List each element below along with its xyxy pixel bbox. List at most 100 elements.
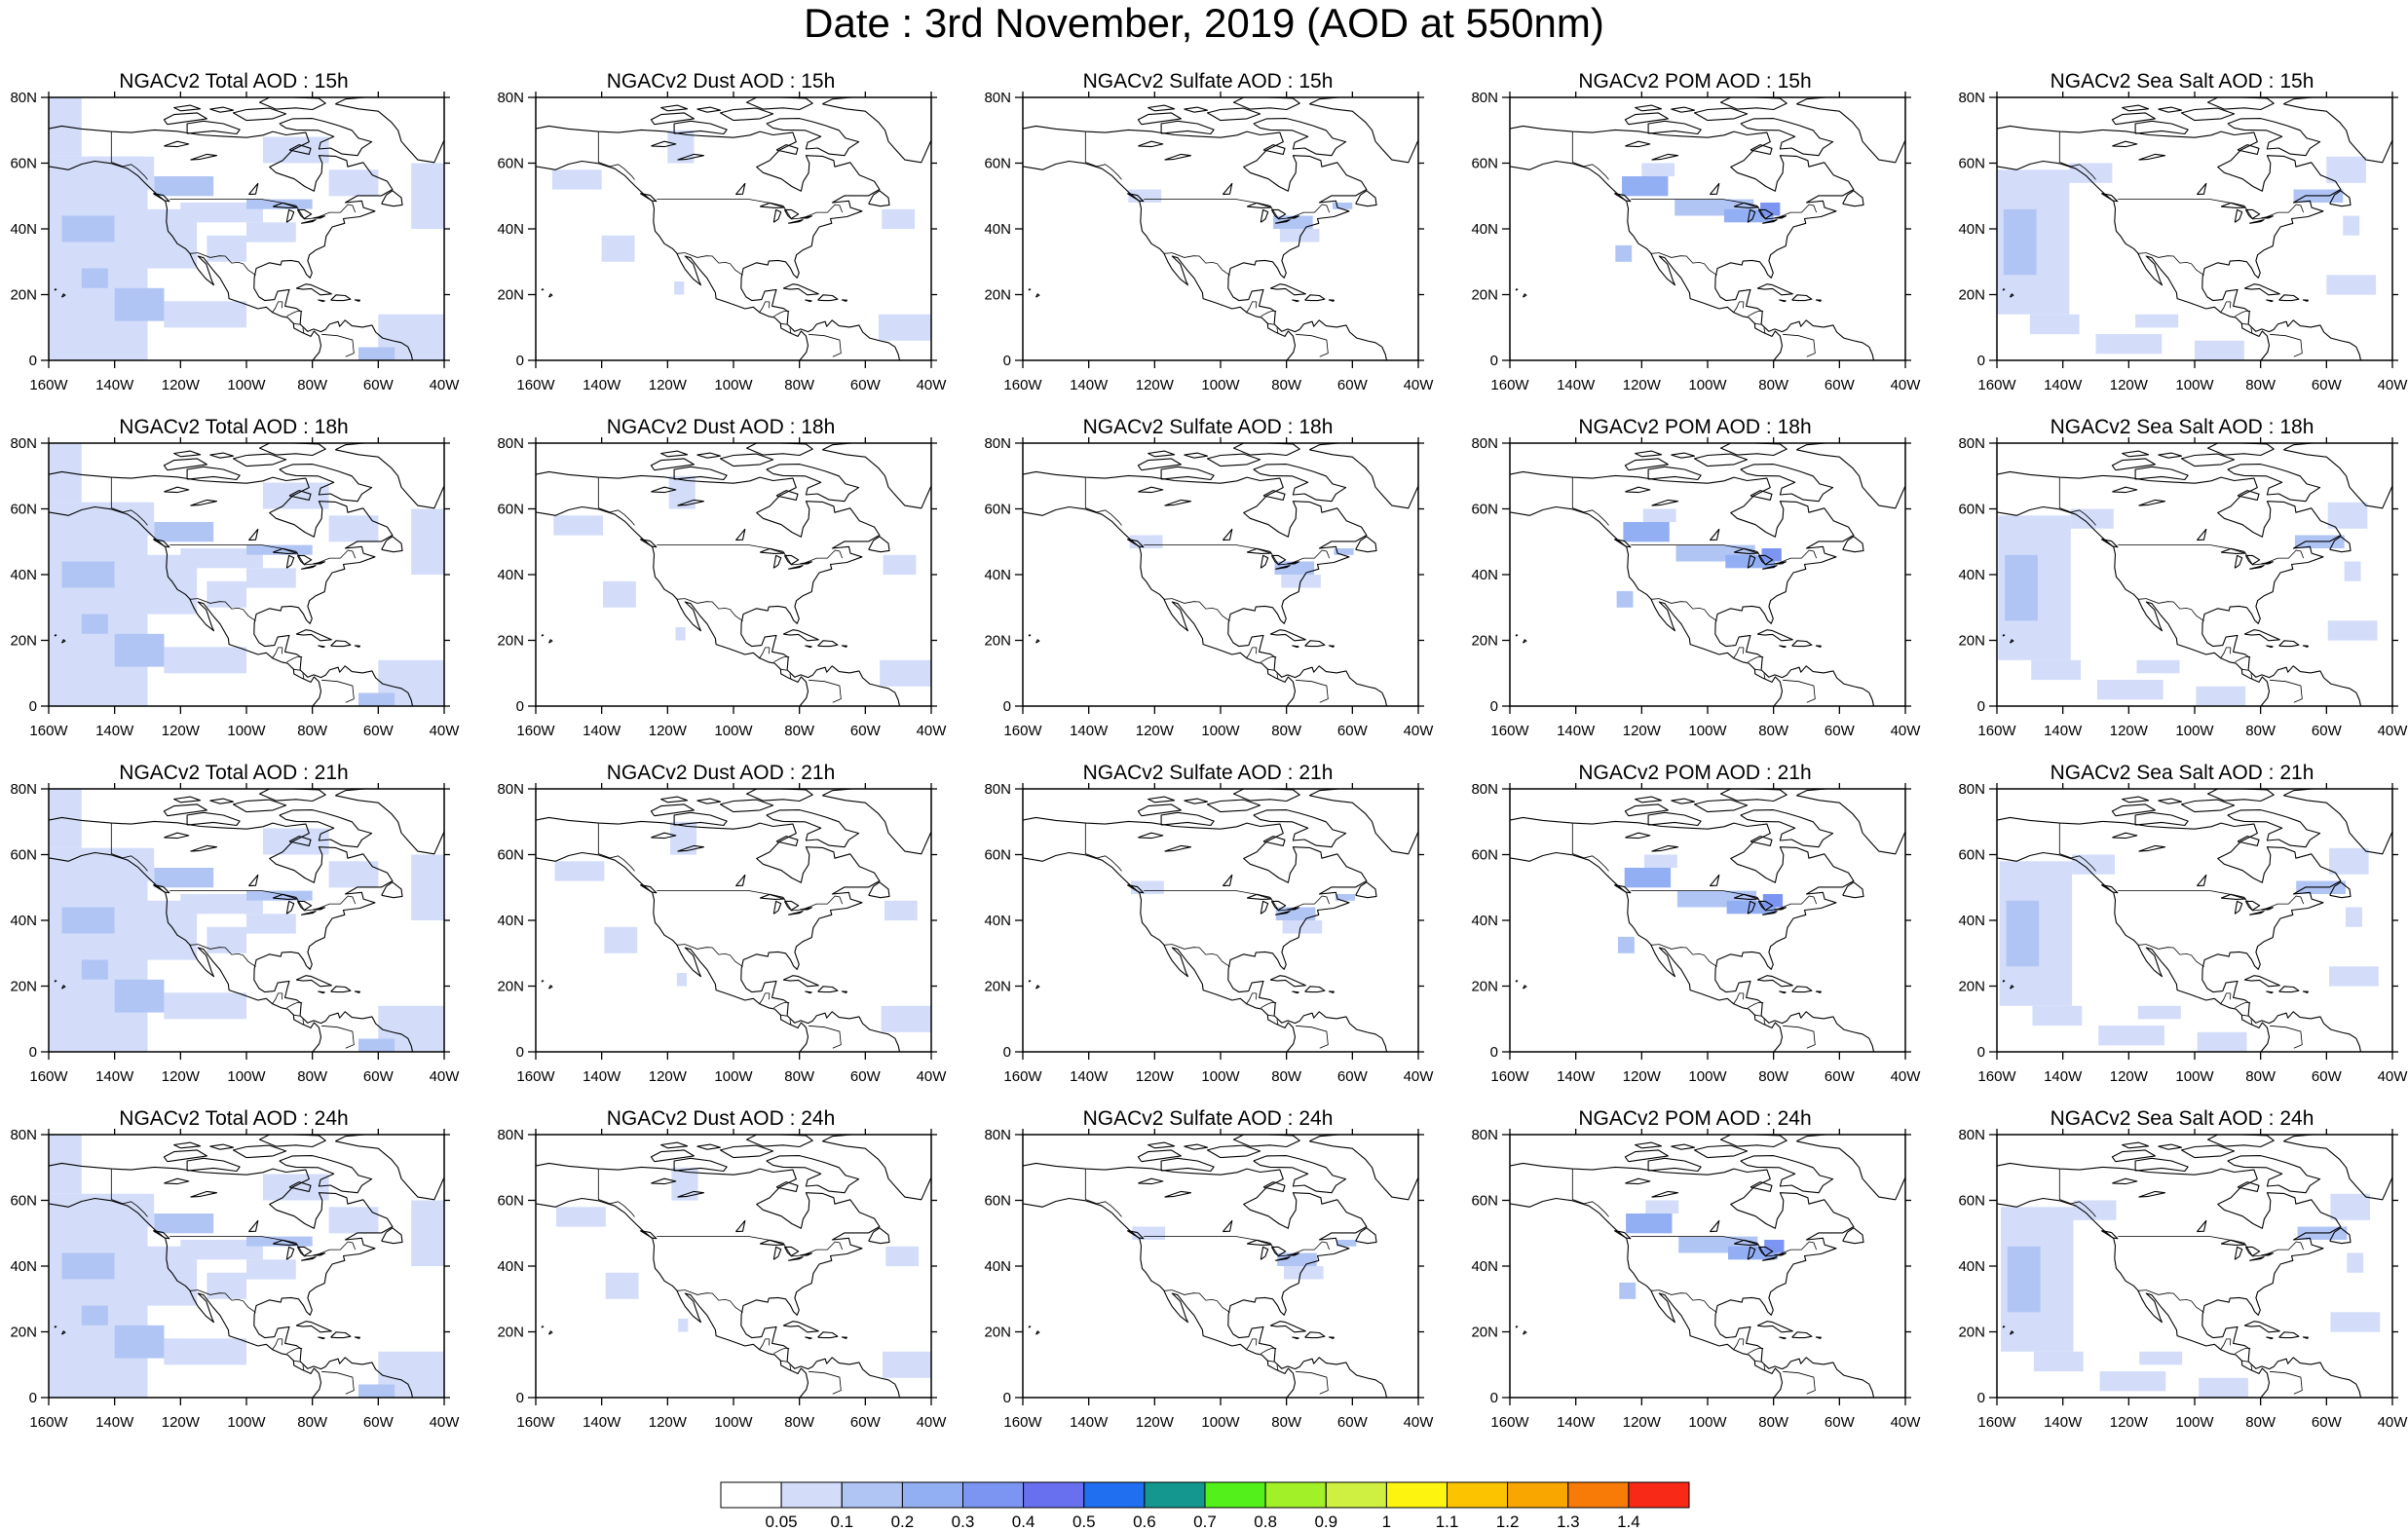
coastline xyxy=(660,1141,689,1149)
coastline xyxy=(1127,884,1145,894)
coastline xyxy=(153,193,170,203)
lon-tick-label: 60W xyxy=(2312,1414,2343,1431)
coastline xyxy=(1148,104,1176,112)
coastline xyxy=(2227,464,2321,503)
border-line xyxy=(302,673,305,680)
coastline xyxy=(868,536,890,553)
lake-outline xyxy=(2196,528,2207,541)
lon-tick-label: 120W xyxy=(2110,1414,2149,1431)
lake-outline xyxy=(1651,153,1679,161)
border-line xyxy=(1733,992,1744,1005)
lat-tick-label: 60N xyxy=(497,156,524,172)
border-line xyxy=(190,944,256,967)
coastlines xyxy=(1510,1135,1905,1398)
border-line xyxy=(809,679,842,703)
borders xyxy=(110,823,357,1049)
lon-tick-label: 120W xyxy=(1136,1414,1175,1431)
coastline xyxy=(1160,811,1215,827)
border-line xyxy=(169,199,357,220)
coastline xyxy=(1023,851,1297,1052)
borders xyxy=(2058,823,2305,1049)
border-line xyxy=(597,131,635,180)
border-line xyxy=(1164,252,1230,276)
coastline xyxy=(766,464,860,503)
lon-tick-label: 80W xyxy=(297,377,328,393)
coastline xyxy=(1206,107,1261,122)
lon-tick-label: 80W xyxy=(2245,723,2276,739)
coastline xyxy=(805,645,812,649)
panel-title: NGACv2 Sea Salt AOD : 24h xyxy=(2050,1107,2314,1130)
coastline xyxy=(54,980,57,983)
map-background xyxy=(1023,1135,1418,1398)
aod-cell xyxy=(2136,659,2180,674)
aod-field xyxy=(553,475,931,687)
coastline xyxy=(2227,1155,2321,1194)
coastline xyxy=(61,1330,66,1335)
lon-tick-label: 80W xyxy=(2245,1414,2276,1431)
lat-tick-label: 40N xyxy=(984,1258,1011,1275)
coastline xyxy=(1292,299,1299,303)
lon-tick-label: 60W xyxy=(850,1068,882,1085)
coastline xyxy=(1779,645,1787,649)
lake-outline xyxy=(1222,1219,1233,1233)
lake-outline xyxy=(190,153,218,161)
coastline xyxy=(1206,1144,1261,1159)
coastline xyxy=(1523,985,1527,990)
lake-outline xyxy=(1246,1239,1272,1246)
aod-cell xyxy=(2327,502,2368,529)
coastline xyxy=(1740,464,1834,503)
lat-tick-label: 60N xyxy=(1958,156,1985,172)
lat-tick-label: 20N xyxy=(1958,633,1985,650)
coastline xyxy=(1750,144,1773,155)
coastline xyxy=(650,112,695,126)
lake-outline xyxy=(677,153,705,161)
lat-tick-label: 20N xyxy=(10,287,37,304)
coastline xyxy=(295,629,332,642)
lon-tick-label: 160W xyxy=(1003,1068,1042,1085)
coastline xyxy=(2237,836,2260,846)
lon-tick-label: 140W xyxy=(95,377,134,393)
lon-tick-label: 40W xyxy=(2378,1414,2408,1431)
coastline xyxy=(1740,118,1834,157)
coastline xyxy=(696,798,722,804)
coastline xyxy=(61,985,66,990)
lon-tick-label: 160W xyxy=(516,1068,555,1085)
border-line xyxy=(1631,544,1818,566)
aod-field xyxy=(49,443,444,706)
lat-tick-label: 20N xyxy=(1958,1325,1985,1341)
lat-tick-label: 0 xyxy=(1977,1390,1985,1406)
lon-tick-label: 120W xyxy=(2110,1068,2149,1085)
coastline xyxy=(1756,1321,1793,1333)
coastline xyxy=(2206,1135,2275,1148)
aod-cell xyxy=(878,314,931,341)
aod-cell xyxy=(2326,156,2366,183)
coastline xyxy=(186,466,241,481)
aod-cell xyxy=(675,627,686,641)
lon-tick-label: 140W xyxy=(1070,723,1109,739)
coastline xyxy=(2122,796,2150,803)
lon-tick-label: 80W xyxy=(297,1068,328,1085)
lat-tick-label: 0 xyxy=(1490,698,1498,715)
borders xyxy=(597,131,844,357)
map-panel: NGACv2 Total AOD : 18h 160W 140W 120W 100W 80… xyxy=(0,416,468,740)
coastline xyxy=(1750,836,1773,846)
coastline xyxy=(186,811,241,827)
lon-tick-label: 100W xyxy=(227,1068,266,1085)
coastline xyxy=(1184,452,1209,459)
coastline xyxy=(1842,190,1864,207)
coastline xyxy=(2180,1144,2236,1159)
aod-cell xyxy=(2098,1026,2164,1046)
coastline xyxy=(2278,1331,2300,1339)
lake-outline xyxy=(296,554,313,566)
aod-cell xyxy=(1645,1200,1679,1214)
coastline xyxy=(548,1330,553,1335)
aod-field xyxy=(1615,163,1781,262)
coastline xyxy=(766,118,860,157)
border-line xyxy=(1260,310,1277,317)
border-line xyxy=(2250,673,2253,680)
lon-tick-label: 120W xyxy=(162,723,201,739)
lon-tick-label: 100W xyxy=(714,1414,753,1431)
lat-tick-label: 60N xyxy=(10,156,37,172)
coastline xyxy=(766,1155,860,1194)
coastline xyxy=(54,288,57,291)
